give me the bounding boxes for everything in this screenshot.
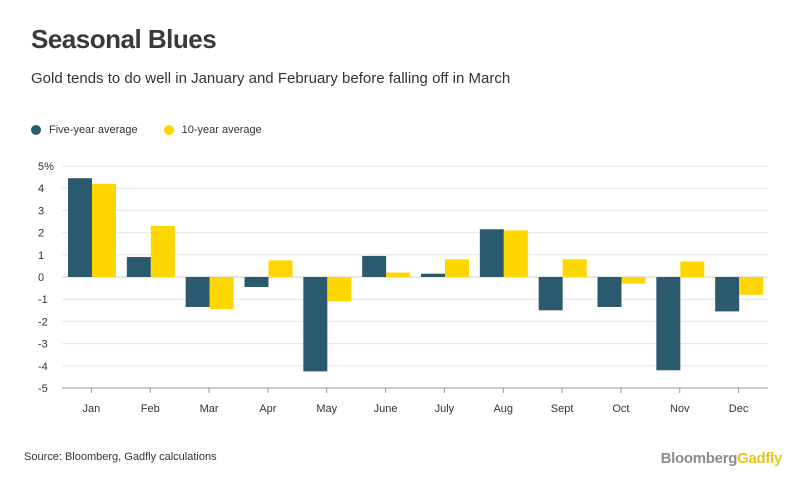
legend-label-five-year: Five-year average — [49, 124, 138, 136]
brand-part-1: Bloomberg — [660, 450, 738, 467]
bar-ten-year — [92, 183, 116, 277]
legend: Five-year average 10-year average — [31, 124, 262, 136]
y-tick-label: -5 — [38, 383, 48, 395]
y-tick-label: 0 — [38, 272, 44, 284]
y-tick-label: -2 — [38, 316, 48, 328]
bar-five-year — [244, 277, 269, 287]
bar-ten-year — [562, 259, 587, 277]
x-tick-label: Apr — [259, 403, 276, 415]
brand-part-2: Gadfly — [737, 450, 782, 467]
source-note: Source: Bloomberg, Gadfly calculations — [24, 451, 217, 463]
bar-five-year — [362, 255, 387, 277]
y-tick-label: 5% — [38, 161, 54, 173]
legend-swatch-five-year — [31, 125, 41, 135]
bar-ten-year — [327, 277, 352, 302]
x-tick-label: Dec — [729, 403, 749, 415]
bar-five-year — [185, 277, 210, 307]
bar-ten-year — [386, 272, 411, 277]
bar-ten-year — [503, 230, 528, 277]
bar-ten-year — [680, 261, 705, 277]
x-tick-label: Jan — [83, 403, 101, 415]
bar-ten-year — [209, 277, 234, 310]
bar-ten-year — [739, 277, 764, 295]
x-tick-label: July — [435, 403, 455, 415]
bar-ten-year — [445, 259, 469, 277]
legend-item-ten-year: 10-year average — [163, 124, 262, 136]
bar-five-year — [126, 257, 151, 277]
brand-logo: BloombergGadfly — [660, 450, 783, 467]
legend-label-ten-year: 10-year average — [181, 124, 262, 136]
bar-five-year — [597, 277, 622, 307]
y-tick-label: -3 — [38, 339, 48, 351]
y-tick-label: 2 — [38, 228, 44, 240]
y-tick-label: -1 — [38, 294, 48, 306]
bar-ten-year — [621, 277, 646, 284]
bar-ten-year — [268, 260, 293, 277]
bar-five-year — [68, 178, 92, 277]
bar-five-year — [656, 277, 681, 371]
chart-title: Seasonal Blues — [31, 24, 217, 54]
y-tick-label: 3 — [38, 205, 44, 217]
x-tick-label: Aug — [493, 403, 513, 415]
bar-five-year — [479, 229, 504, 277]
y-tick-label: 1 — [38, 250, 44, 262]
y-tick-label: -4 — [38, 361, 48, 373]
x-tick-label: Mar — [200, 403, 219, 415]
x-tick-label: May — [316, 403, 337, 415]
bar-five-year — [538, 277, 563, 311]
bar-ten-year — [150, 225, 175, 277]
x-tick-label: Sept — [551, 403, 574, 415]
legend-item-five-year: Five-year average — [31, 124, 138, 136]
x-tick-label: Oct — [612, 403, 629, 415]
x-tick-label: June — [374, 403, 398, 415]
x-tick-label: Nov — [670, 403, 690, 415]
bar-five-year — [715, 277, 740, 312]
x-tick-label: Feb — [141, 403, 160, 415]
bar-five-year — [303, 277, 328, 372]
chart-subtitle: Gold tends to do well in January and Feb… — [31, 70, 511, 87]
bar-five-year — [421, 273, 445, 277]
y-tick-label: 4 — [38, 183, 44, 195]
legend-swatch-ten-year — [163, 125, 174, 135]
